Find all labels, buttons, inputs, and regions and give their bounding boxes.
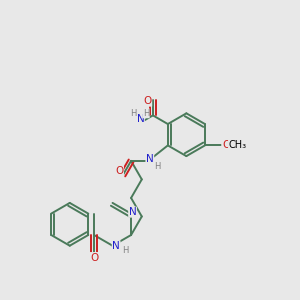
Text: H: H [122, 246, 128, 255]
Text: N: N [136, 114, 144, 124]
Text: N: N [129, 207, 136, 217]
Text: O: O [143, 96, 152, 106]
Text: H: H [143, 109, 149, 118]
Text: H: H [130, 109, 136, 118]
Text: O: O [222, 140, 230, 149]
Text: O: O [115, 167, 124, 176]
Text: CH₃: CH₃ [229, 140, 247, 149]
Text: O: O [90, 253, 98, 262]
Text: N: N [112, 241, 120, 251]
Text: H: H [154, 162, 161, 171]
Text: N: N [146, 154, 154, 164]
